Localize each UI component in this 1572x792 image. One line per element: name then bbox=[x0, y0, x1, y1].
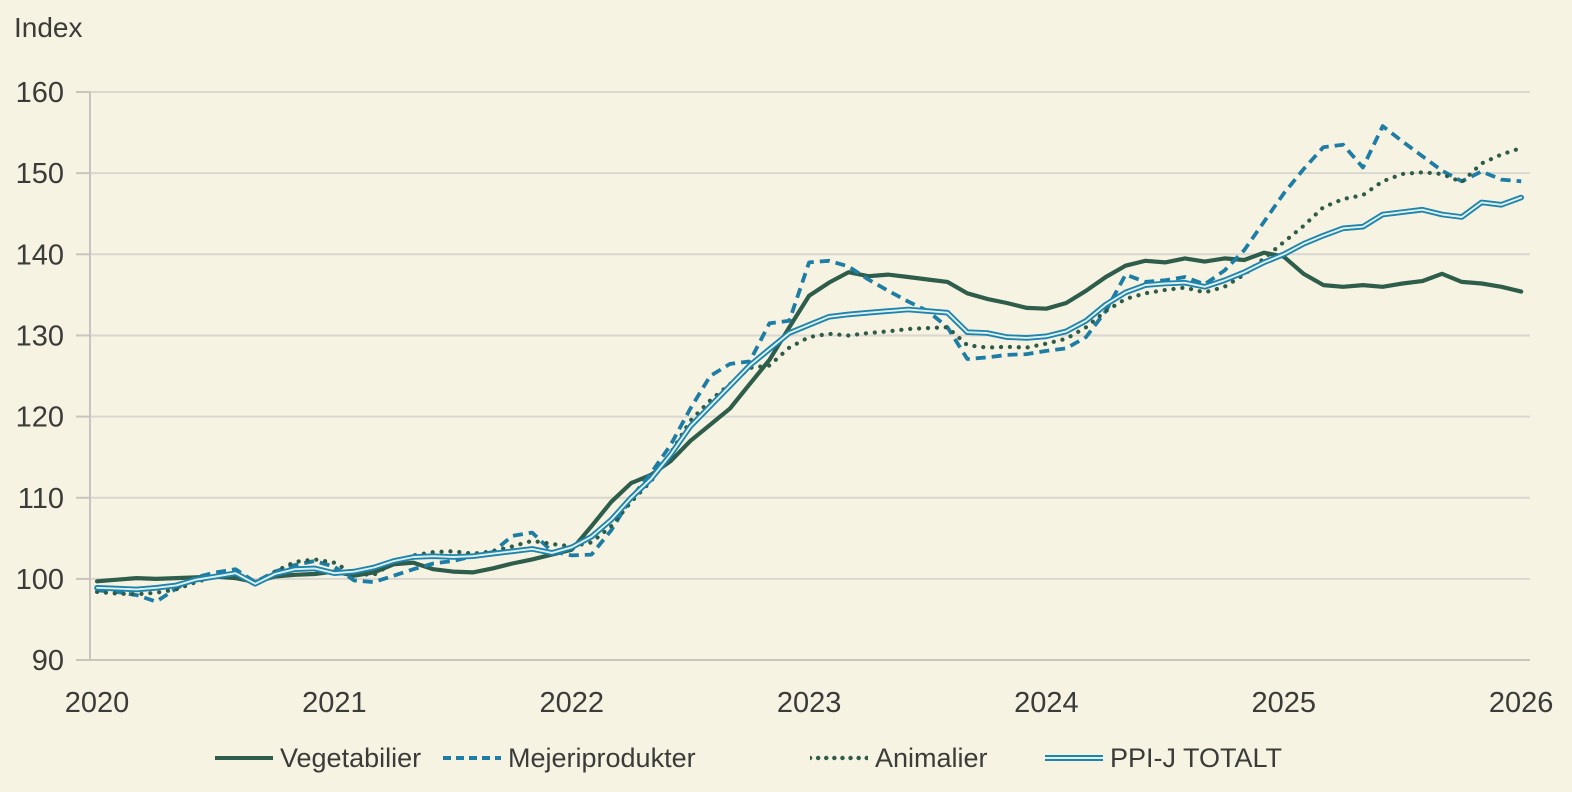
x-tick-label: 2020 bbox=[65, 687, 130, 719]
y-tick-label: 100 bbox=[16, 564, 64, 596]
animalier-series-line bbox=[94, 145, 1524, 597]
legend-item-animalier: Animalier bbox=[810, 740, 988, 776]
y-tick-label: 110 bbox=[18, 483, 64, 515]
mejeriprodukter-line-swatch bbox=[443, 756, 501, 760]
x-tick-label: 2026 bbox=[1489, 687, 1554, 719]
x-tick-label: 2021 bbox=[302, 687, 367, 719]
legend-label-ppij-totalt: PPI-J TOTALT bbox=[1110, 742, 1283, 773]
x-tick-label: 2023 bbox=[777, 687, 842, 719]
y-tick-label: 130 bbox=[16, 320, 64, 352]
y-tick-label: 140 bbox=[16, 239, 64, 271]
y-tick-label: 90 bbox=[32, 645, 64, 677]
ppi-j-totalt-series-line-inner bbox=[96, 196, 1523, 591]
y-tick-label: 150 bbox=[16, 158, 64, 190]
animalier-line-swatch bbox=[810, 755, 868, 761]
legend-item-ppij-totalt: PPI-J TOTALT bbox=[1045, 740, 1282, 776]
legend-item-vegetabilier: Vegetabilier bbox=[215, 740, 421, 776]
legend-label-vegetabilier: Vegetabilier bbox=[280, 742, 422, 773]
legend: Vegetabilier Mejeriprodukter Animalier P… bbox=[0, 740, 1572, 780]
y-axis-title: Index bbox=[14, 12, 83, 43]
x-tick-label: 2024 bbox=[1014, 687, 1079, 719]
ppij-totalt-line-swatch bbox=[1045, 755, 1103, 761]
ppi-j-totalt-series-line bbox=[94, 194, 1524, 593]
plot-area: 90 100 110 120 130 140 150 160 2020 2021 2022 2023 2… bbox=[16, 77, 1554, 719]
vegetabilier-line-swatch bbox=[215, 756, 273, 760]
y-tick-label: 120 bbox=[16, 402, 64, 434]
legend-label-mejeriprodukter: Mejeriprodukter bbox=[508, 742, 696, 773]
x-tick-label: 2022 bbox=[539, 687, 604, 719]
legend-label-animalier: Animalier bbox=[875, 742, 988, 773]
x-tick-label: 2025 bbox=[1252, 687, 1317, 719]
mejeriprodukter-series-line bbox=[96, 124, 1522, 604]
legend-item-mejeriprodukter: Mejeriprodukter bbox=[443, 740, 696, 776]
y-tick-label: 160 bbox=[16, 77, 64, 109]
